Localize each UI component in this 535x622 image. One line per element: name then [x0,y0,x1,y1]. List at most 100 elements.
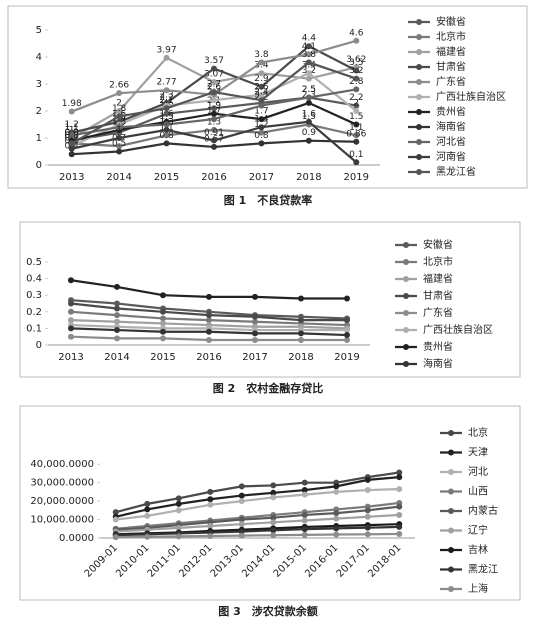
point [163,110,170,117]
data-label: 2.5 [302,85,316,95]
point [258,83,265,90]
data-label: 1.3 [159,117,173,127]
legend-marker [416,169,422,175]
data-label: 0.9 [302,128,317,138]
point [298,337,304,344]
point [353,86,360,93]
point [116,108,123,114]
data-label: 0.91 [204,128,224,138]
legend-label: 上海 [468,582,488,595]
x-tick-label: 2014 [106,172,131,183]
chart-frame [19,405,521,601]
legend-label: 海南省 [436,120,466,133]
data-label: 4.1 [302,42,316,52]
data-label: 2.8 [349,77,364,87]
legend-label: 安徽省 [436,15,466,28]
point [301,517,308,524]
data-label: 3.8 [254,50,269,60]
point [144,533,151,540]
point [353,121,360,128]
point [68,151,75,158]
point [396,486,403,493]
point [396,474,403,481]
point [258,70,265,77]
point [163,140,170,147]
point [298,330,304,337]
point [68,108,75,115]
legend-marker [403,327,409,333]
point [301,487,308,494]
legend-label: 河北 [468,466,488,478]
point [160,320,166,327]
legend-label: 山西 [468,486,488,498]
y-tick-label: 3 [36,79,42,90]
data-label: 2.2 [159,93,173,103]
data-label: 1.3 [207,117,221,127]
data-label: 3.57 [204,56,224,66]
legend-marker [448,566,454,573]
series-line [115,488,400,521]
point [353,67,360,74]
point [211,89,217,96]
point [298,295,304,302]
point [112,534,119,541]
data-label: 1.6 [159,109,174,119]
point [252,330,258,337]
x-tick-label: 2016 [201,172,226,183]
point [116,124,123,131]
data-label: 2 [116,99,122,109]
point [116,113,123,120]
point [211,65,217,72]
data-label: 0.8 [254,131,269,141]
data-label: 1.4 [112,115,127,125]
data-label: 1.5 [302,112,316,122]
point [344,332,350,339]
legend-marker [403,310,409,316]
point [207,488,214,495]
y-tick-label: 2 [36,106,42,117]
point [114,305,120,312]
point [238,521,245,528]
point [114,318,120,325]
point [206,317,212,324]
point [364,524,371,531]
legend-label: 贵州省 [436,105,466,118]
data-label: 0.1 [349,150,363,160]
legend-label: 北京 [468,426,488,439]
point [238,532,245,539]
x-tick-label: 2018 [288,352,313,363]
point [353,132,360,139]
point [396,530,403,537]
point [116,148,123,155]
legend-label: 海南省 [423,357,453,370]
point [163,105,170,112]
x-tick-label: 2018 [296,172,321,183]
point [364,507,371,514]
legend-label: 贵州省 [423,340,453,353]
point [144,512,151,519]
point [305,59,312,66]
point [364,487,371,494]
data-label: 2.9 [254,74,269,84]
data-label: 3.62 [346,55,366,65]
point [333,483,340,490]
legend-marker [416,154,422,160]
legend-label: 甘肃省 [436,60,466,73]
legend-label: 甘肃省 [423,289,453,302]
point [252,337,258,344]
data-label: 1.5 [349,112,363,122]
point [305,94,312,101]
point [238,516,245,523]
point [68,325,74,332]
y-tick-label: 4 [36,52,42,63]
legend-label: 北京市 [436,30,466,43]
x-tick-label: 2016-01 [303,542,340,579]
legend-marker [416,64,422,70]
legend-label: 天津 [468,447,488,459]
legend-marker [448,547,454,553]
legend-marker [416,124,422,130]
point [68,300,74,307]
x-tick-label: 2015-01 [272,542,309,579]
point [258,97,265,104]
